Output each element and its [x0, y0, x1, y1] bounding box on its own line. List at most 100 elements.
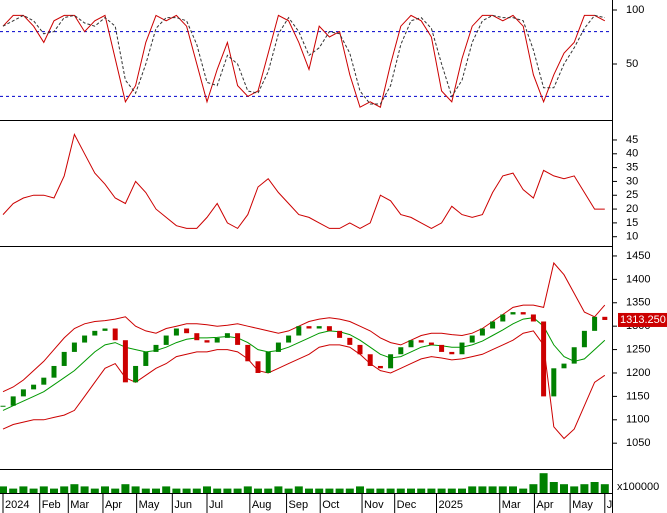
volume-bar	[345, 488, 354, 493]
x-tick-label: Mar	[502, 499, 521, 511]
volume-bar	[101, 486, 109, 493]
x-tick-label: May	[572, 499, 593, 511]
candle	[439, 344, 445, 352]
candle	[316, 326, 322, 329]
candle	[255, 361, 261, 373]
candle	[408, 340, 414, 348]
candle	[388, 354, 394, 369]
candle	[541, 321, 547, 397]
candle	[0, 405, 6, 407]
candle	[133, 365, 139, 383]
last-price-label: 1313.250	[620, 314, 666, 326]
x-tick-label: 2024	[5, 499, 29, 511]
candle	[367, 354, 373, 366]
volume-bar	[192, 488, 201, 493]
y-tick-label: 35	[626, 162, 638, 174]
candle	[469, 335, 475, 343]
candle	[357, 344, 363, 355]
candle	[163, 335, 169, 345]
candle	[520, 312, 526, 315]
x-tick-label: Aug	[252, 499, 272, 511]
candle	[204, 340, 210, 343]
volume-bar	[233, 488, 242, 493]
line-series	[2, 330, 606, 440]
candle	[398, 347, 404, 355]
volume-bar	[294, 486, 303, 493]
candle	[500, 314, 506, 322]
volume-bar	[468, 486, 477, 493]
volume-bar	[172, 488, 181, 493]
candle	[31, 384, 37, 390]
volume-bar	[366, 488, 375, 493]
volume-bar	[396, 488, 405, 493]
volume-bar	[478, 486, 487, 493]
volume-bar	[407, 488, 415, 493]
candle	[275, 342, 281, 352]
x-tick-label: Jun	[174, 499, 192, 511]
candle	[337, 330, 343, 338]
volume-bar	[498, 486, 507, 493]
volume-bar	[213, 488, 222, 493]
y-tick-label: 1350	[626, 297, 650, 309]
line-series	[2, 133, 605, 230]
x-tick-label: Mar	[70, 499, 89, 511]
candle	[61, 351, 67, 366]
volume-bar	[335, 488, 344, 493]
candle	[143, 351, 149, 366]
candle	[265, 351, 271, 373]
candle	[173, 328, 179, 336]
volume-bar	[121, 484, 130, 493]
volume-bar	[560, 484, 568, 493]
y-tick-label: 45	[626, 134, 638, 146]
unit-label: x100000	[617, 481, 659, 493]
candle	[490, 321, 496, 329]
volume-bar	[203, 486, 211, 493]
x-tick-label: Sep	[289, 499, 309, 511]
candle	[602, 316, 608, 320]
line-series	[2, 14, 605, 105]
line-series	[2, 317, 606, 411]
y-tick-label: 1200	[626, 367, 650, 379]
candle	[592, 316, 598, 331]
candle	[449, 351, 455, 355]
y-tick-label: 1250	[626, 343, 650, 355]
volume-bar	[590, 482, 599, 493]
volume-bar	[284, 488, 293, 493]
volume-bar	[325, 488, 334, 493]
x-tick-label: Jul	[209, 499, 223, 511]
candle	[377, 365, 383, 369]
volume-bar	[19, 486, 28, 493]
y-tick-label: 25	[626, 189, 638, 201]
candle	[571, 347, 577, 364]
x-tick-label: 2025	[439, 499, 463, 511]
line-series	[2, 14, 606, 108]
x-tick-label: Nov	[364, 499, 384, 511]
candle	[153, 344, 159, 352]
candle	[245, 344, 251, 362]
volume-bar	[488, 486, 497, 493]
volume-bar	[29, 488, 38, 493]
candle	[224, 333, 230, 338]
y-tick-label: 1400	[626, 273, 650, 285]
y-tick-label: 20	[626, 203, 638, 215]
volume-bar	[509, 486, 517, 493]
volume-bar	[9, 488, 18, 493]
volume-bar	[0, 486, 7, 493]
volume-bar	[182, 488, 191, 493]
candle	[459, 342, 465, 355]
volume-bar	[80, 486, 89, 493]
volume-bar	[447, 488, 456, 493]
volume-bar	[305, 488, 313, 493]
candle	[51, 365, 57, 378]
candle	[92, 330, 98, 336]
candle	[286, 335, 292, 343]
volume-bar	[519, 488, 528, 493]
candle	[122, 340, 128, 383]
candle	[82, 335, 88, 343]
x-tick-label: Feb	[42, 499, 61, 511]
candle	[428, 342, 434, 345]
y-tick-label: 15	[626, 217, 638, 229]
candle	[510, 312, 516, 315]
